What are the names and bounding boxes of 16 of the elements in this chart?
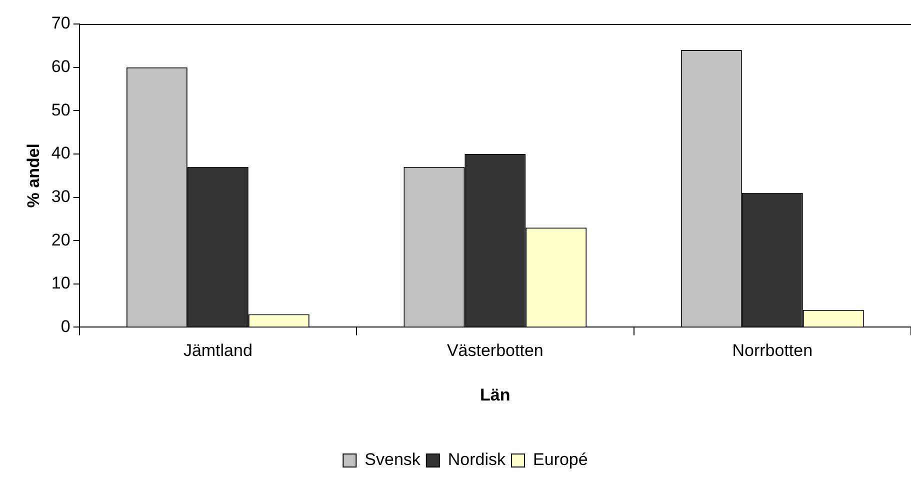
legend-label: Svensk xyxy=(364,450,421,470)
x-axis-title: Län xyxy=(480,385,510,404)
y-tick-label: 10 xyxy=(51,274,70,293)
y-tick-label: 70 xyxy=(51,14,70,33)
y-axis-title: % andel xyxy=(24,143,43,208)
x-tick-label: Norrbotten xyxy=(732,341,813,360)
y-tick-label: 30 xyxy=(51,186,70,206)
legend-label: Europé xyxy=(533,450,588,470)
legend-label: Nordisk xyxy=(448,450,506,470)
y-tick-label: 60 xyxy=(51,57,70,76)
x-tick-label: Jämtland xyxy=(183,341,252,360)
x-tick-label: Västerbotten xyxy=(446,341,544,360)
y-tick-label: 20 xyxy=(51,230,70,250)
y-tick-label: 0 xyxy=(60,316,70,336)
y-tick-label: 40 xyxy=(51,144,70,163)
y-tick-label: 50 xyxy=(51,100,70,120)
